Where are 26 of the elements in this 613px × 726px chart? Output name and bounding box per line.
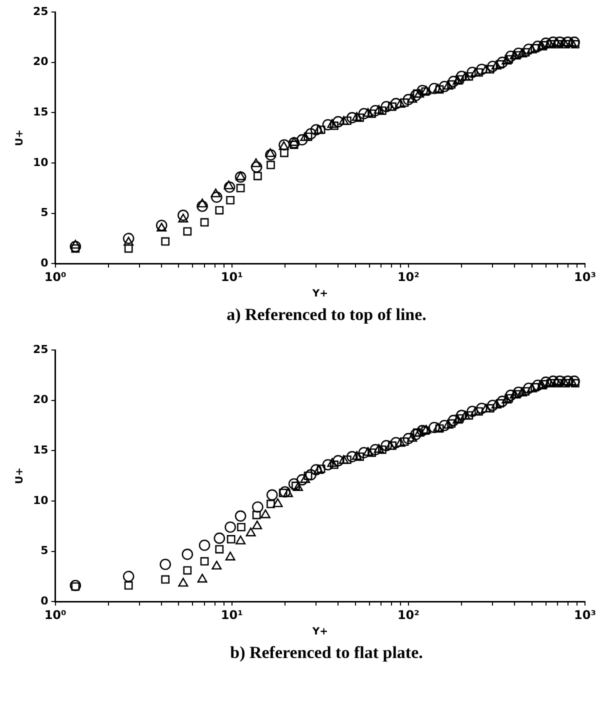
y-tick-label: 0 xyxy=(40,594,49,608)
x-tick-label: 10⁰ xyxy=(44,608,66,622)
y-axis-title: U+ xyxy=(14,468,26,484)
text: b) Referenced to flat plate. xyxy=(229,642,424,664)
y-tick-label: 10 xyxy=(32,494,49,507)
x-tick-label: 10³ xyxy=(574,608,596,622)
x-axis-title: Y+ xyxy=(311,288,328,300)
y-tick-label: 0 xyxy=(40,256,49,270)
y-tick-label: 20 xyxy=(32,393,49,406)
x-tick-label: 10² xyxy=(397,270,420,284)
y-tick-label: 25 xyxy=(32,4,48,18)
x-tick-label: 10³ xyxy=(574,270,596,284)
y-tick-label: 5 xyxy=(40,206,48,220)
y-tick-label: 5 xyxy=(40,544,48,558)
x-tick-label: 10¹ xyxy=(220,608,243,622)
y-tick-label: 10 xyxy=(32,156,49,169)
y-tick-label: 20 xyxy=(32,55,49,68)
x-axis-title: Y+ xyxy=(311,626,328,638)
y-axis-title: U+ xyxy=(14,130,26,146)
text: a) Referenced to top of line. xyxy=(226,304,428,326)
x-tick-label: 10⁰ xyxy=(44,270,66,284)
y-tick-label: 25 xyxy=(32,342,48,356)
y-tick-label: 15 xyxy=(32,106,48,118)
x-tick-label: 10¹ xyxy=(220,270,243,284)
x-tick-label: 10² xyxy=(397,608,420,622)
y-tick-label: 15 xyxy=(32,444,48,456)
